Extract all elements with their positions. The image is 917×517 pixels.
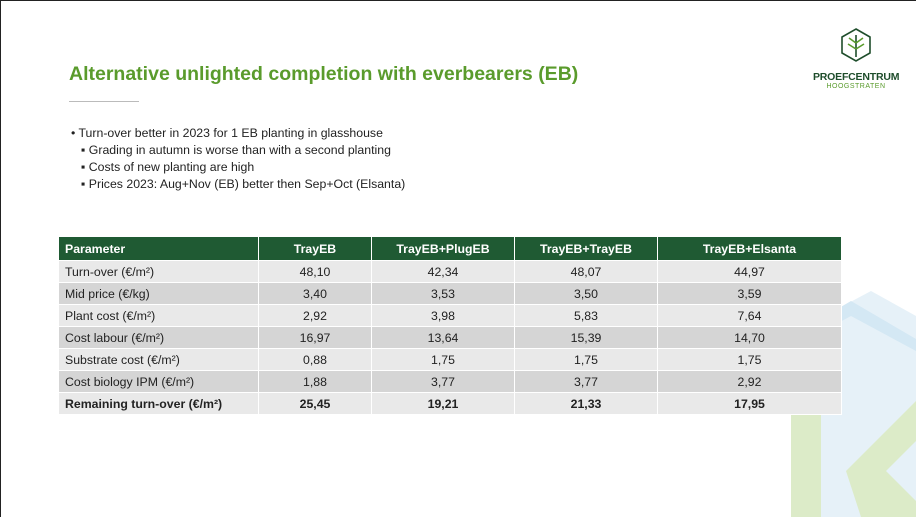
table-cell: Substrate cost (€/m²)	[58, 348, 259, 371]
logo-name: PROEFCENTRUM	[813, 71, 900, 83]
table-cell: 14,70	[657, 326, 842, 349]
table-cell: 1,88	[258, 370, 372, 393]
sub-bullet-item: ▪ Grading in autumn is worse than with a…	[71, 142, 405, 159]
table-cell: 3,50	[514, 282, 658, 305]
table-row: Mid price (€/kg) 3,40 3,53 3,50 3,59	[58, 282, 842, 305]
table-cell: 15,39	[514, 326, 658, 349]
table-cell: 3,53	[371, 282, 515, 305]
logo-icon	[841, 28, 871, 62]
table-cell: 19,21	[371, 392, 515, 415]
table-cell: 3,77	[371, 370, 515, 393]
table-cell: Turn-over (€/m²)	[58, 260, 259, 283]
table-cell: Cost labour (€/m²)	[58, 326, 259, 349]
table-cell: Plant cost (€/m²)	[58, 304, 259, 327]
bullet-text: Prices 2023: Aug+Nov (EB) better then Se…	[88, 177, 406, 191]
bullet-text: Costs of new planting are high	[88, 160, 255, 174]
bullet-text: Turn-over better in 2023 for 1 EB planti…	[78, 126, 383, 140]
bullet-list: • Turn-over better in 2023 for 1 EB plan…	[71, 125, 405, 193]
bullet-item: • Turn-over better in 2023 for 1 EB plan…	[71, 125, 405, 142]
bullet-marker: ▪	[81, 143, 89, 157]
column-header: TrayEB	[258, 236, 372, 261]
table-row: Turn-over (€/m²) 48,10 42,34 48,07 44,97	[58, 260, 842, 283]
table-row: Remaining turn-over (€/m²) 25,45 19,21 21,3…	[58, 392, 842, 415]
data-table: Parameter TrayEB TrayEB+PlugEB TrayEB+TrayE…	[58, 236, 842, 415]
table-cell: 44,97	[657, 260, 842, 283]
table-cell: 0,88	[258, 348, 372, 371]
table-cell: 5,83	[514, 304, 658, 327]
sub-bullet-item: ▪ Costs of new planting are high	[71, 159, 405, 176]
logo-subtitle: HOOGSTRATEN	[826, 83, 886, 90]
bullet-marker: ▪	[81, 160, 89, 174]
bg-shape	[846, 401, 916, 517]
bullet-text: Grading in autumn is worse than with a s…	[88, 143, 391, 157]
table-cell: 1,75	[514, 348, 658, 371]
table-cell: 3,77	[514, 370, 658, 393]
title-rule	[69, 101, 139, 102]
table-cell: Mid price (€/kg)	[58, 282, 259, 305]
table-row: Substrate cost (€/m²) 0,88 1,75 1,75 1,75	[58, 348, 842, 371]
header-row: Parameter TrayEB TrayEB+PlugEB TrayEB+TrayE…	[58, 236, 842, 261]
sub-bullet-item: ▪ Prices 2023: Aug+Nov (EB) better then …	[71, 176, 405, 193]
table-cell: Cost biology IPM (€/m²)	[58, 370, 259, 393]
table-row: Cost labour (€/m²) 16,97 13,64 15,39 14,70	[58, 326, 842, 349]
column-header: TrayEB+Elsanta	[657, 236, 842, 261]
bullet-marker: ▪	[81, 177, 89, 191]
bg-shape	[791, 411, 821, 517]
table-cell: 2,92	[657, 370, 842, 393]
table-cell: 16,97	[258, 326, 372, 349]
table-cell: 48,10	[258, 260, 372, 283]
bullet-marker: •	[71, 126, 79, 140]
table-cell: 3,59	[657, 282, 842, 305]
table-cell: 48,07	[514, 260, 658, 283]
table-cell: 21,33	[514, 392, 658, 415]
table-cell: 7,64	[657, 304, 842, 327]
table-cell: 2,92	[258, 304, 372, 327]
table-row: Plant cost (€/m²) 2,92 3,98 5,83 7,64	[58, 304, 842, 327]
table-cell: 25,45	[258, 392, 372, 415]
slide-title: Alternative unlighted completion with ev…	[69, 63, 579, 85]
table-cell: Remaining turn-over (€/m²)	[58, 392, 259, 415]
column-header: TrayEB+TrayEB	[514, 236, 658, 261]
column-header: Parameter	[58, 236, 259, 261]
table-cell: 13,64	[371, 326, 515, 349]
table-cell: 3,98	[371, 304, 515, 327]
table-cell: 42,34	[371, 260, 515, 283]
table-cell: 1,75	[657, 348, 842, 371]
column-header: TrayEB+PlugEB	[371, 236, 515, 261]
table-cell: 3,40	[258, 282, 372, 305]
table-cell: 1,75	[371, 348, 515, 371]
table-row: Cost biology IPM (€/m²) 1,88 3,77 3,77 2,92	[58, 370, 842, 393]
table-cell: 17,95	[657, 392, 842, 415]
